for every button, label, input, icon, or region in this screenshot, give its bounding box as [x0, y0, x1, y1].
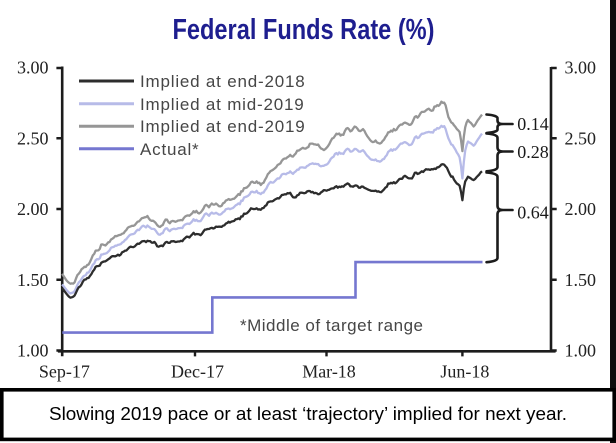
svg-text:Implied at end-2019: Implied at end-2019	[140, 117, 305, 136]
svg-text:Implied at mid-2019: Implied at mid-2019	[140, 95, 305, 114]
svg-text:2.00: 2.00	[17, 199, 49, 219]
svg-text:0.28: 0.28	[517, 142, 549, 162]
svg-text:0.64: 0.64	[517, 203, 549, 223]
svg-text:0.14: 0.14	[517, 114, 549, 134]
svg-text:2.00: 2.00	[565, 199, 597, 219]
svg-text:Sep-17: Sep-17	[39, 362, 90, 382]
svg-text:1.00: 1.00	[17, 341, 49, 361]
svg-text:Implied at end-2018: Implied at end-2018	[140, 72, 305, 91]
svg-text:Federal Funds Rate (%): Federal Funds Rate (%)	[173, 14, 435, 46]
svg-text:2.50: 2.50	[565, 128, 597, 148]
svg-text:*Middle of target range: *Middle of target range	[240, 316, 424, 335]
svg-text:Slowing 2019 pace or at least: Slowing 2019 pace or at least ‘trajector…	[49, 403, 567, 424]
svg-text:1.50: 1.50	[17, 270, 49, 290]
svg-text:3.00: 3.00	[565, 58, 597, 78]
svg-text:Dec-17: Dec-17	[171, 362, 224, 382]
svg-text:Mar-18: Mar-18	[302, 362, 356, 382]
svg-text:3.00: 3.00	[17, 58, 49, 78]
svg-text:Jun-18: Jun-18	[440, 362, 489, 382]
svg-text:Actual*: Actual*	[140, 140, 199, 159]
svg-text:1.00: 1.00	[565, 341, 597, 361]
svg-text:2.50: 2.50	[17, 128, 49, 148]
svg-text:1.50: 1.50	[565, 270, 597, 290]
